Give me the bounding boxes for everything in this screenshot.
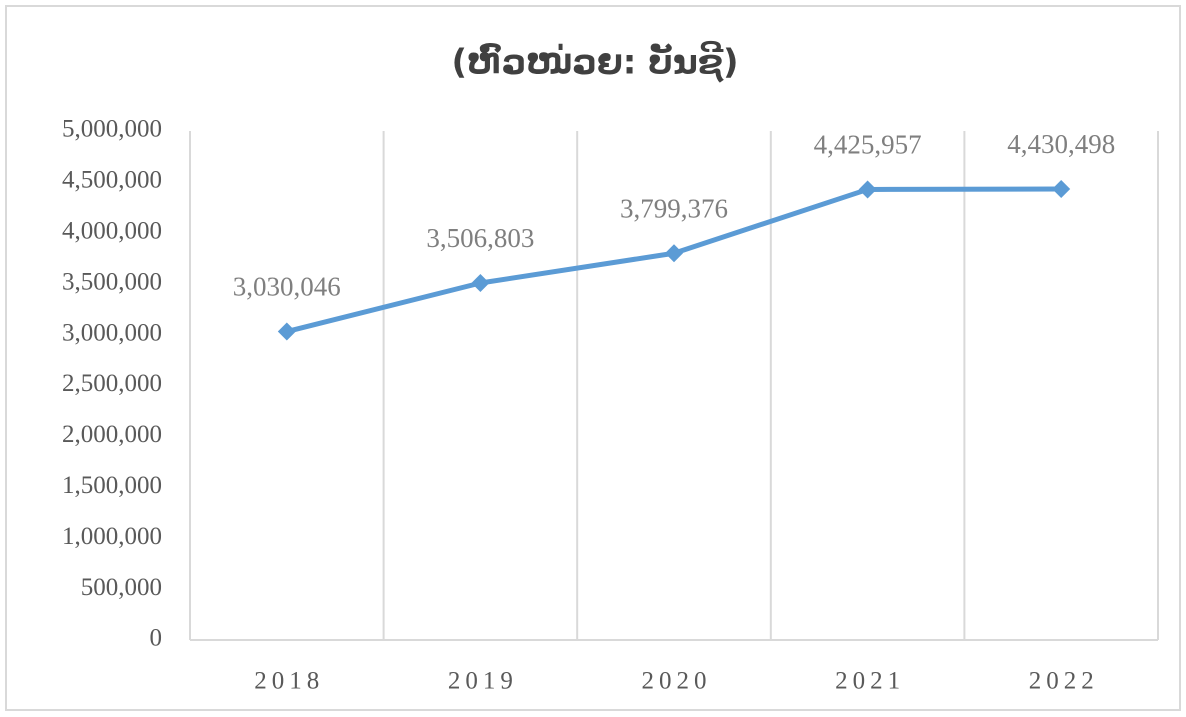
data-label: 3,506,803 [426,223,534,253]
y-tick-label: 0 [150,625,163,652]
y-tick-label: 500,000 [81,574,162,601]
x-tick-label: 2019 [448,668,518,695]
data-label: 3,799,376 [620,193,728,223]
x-tick-label: 2018 [254,668,324,695]
y-tick-label: 3,000,000 [62,319,162,346]
y-tick-label: 2,500,000 [62,370,162,397]
y-tick-label: 1,000,000 [62,523,162,550]
x-tick-label: 2022 [1029,668,1099,695]
y-tick-label: 1,500,000 [62,472,162,499]
data-label: 4,430,498 [1007,129,1115,159]
x-tick-label: 2021 [835,668,905,695]
x-tick-label: 2020 [642,668,712,695]
marker [277,322,296,341]
chart-title: (ຫົວໜ່ວຍ: ບັນຊີ) [451,41,738,84]
y-tick-label: 2,000,000 [62,421,162,448]
y-tick-label: 3,500,000 [62,268,162,295]
marker [665,244,683,263]
data-label: 3,030,046 [233,272,341,302]
marker [858,180,877,199]
marker [471,274,490,293]
chart-border [5,5,1181,711]
data-label: 4,425,957 [814,130,922,160]
y-tick-label: 5,000,000 [62,116,162,143]
y-tick-label: 4,000,000 [62,218,162,245]
marker [1052,179,1071,198]
y-tick-label: 4,500,000 [62,167,162,194]
